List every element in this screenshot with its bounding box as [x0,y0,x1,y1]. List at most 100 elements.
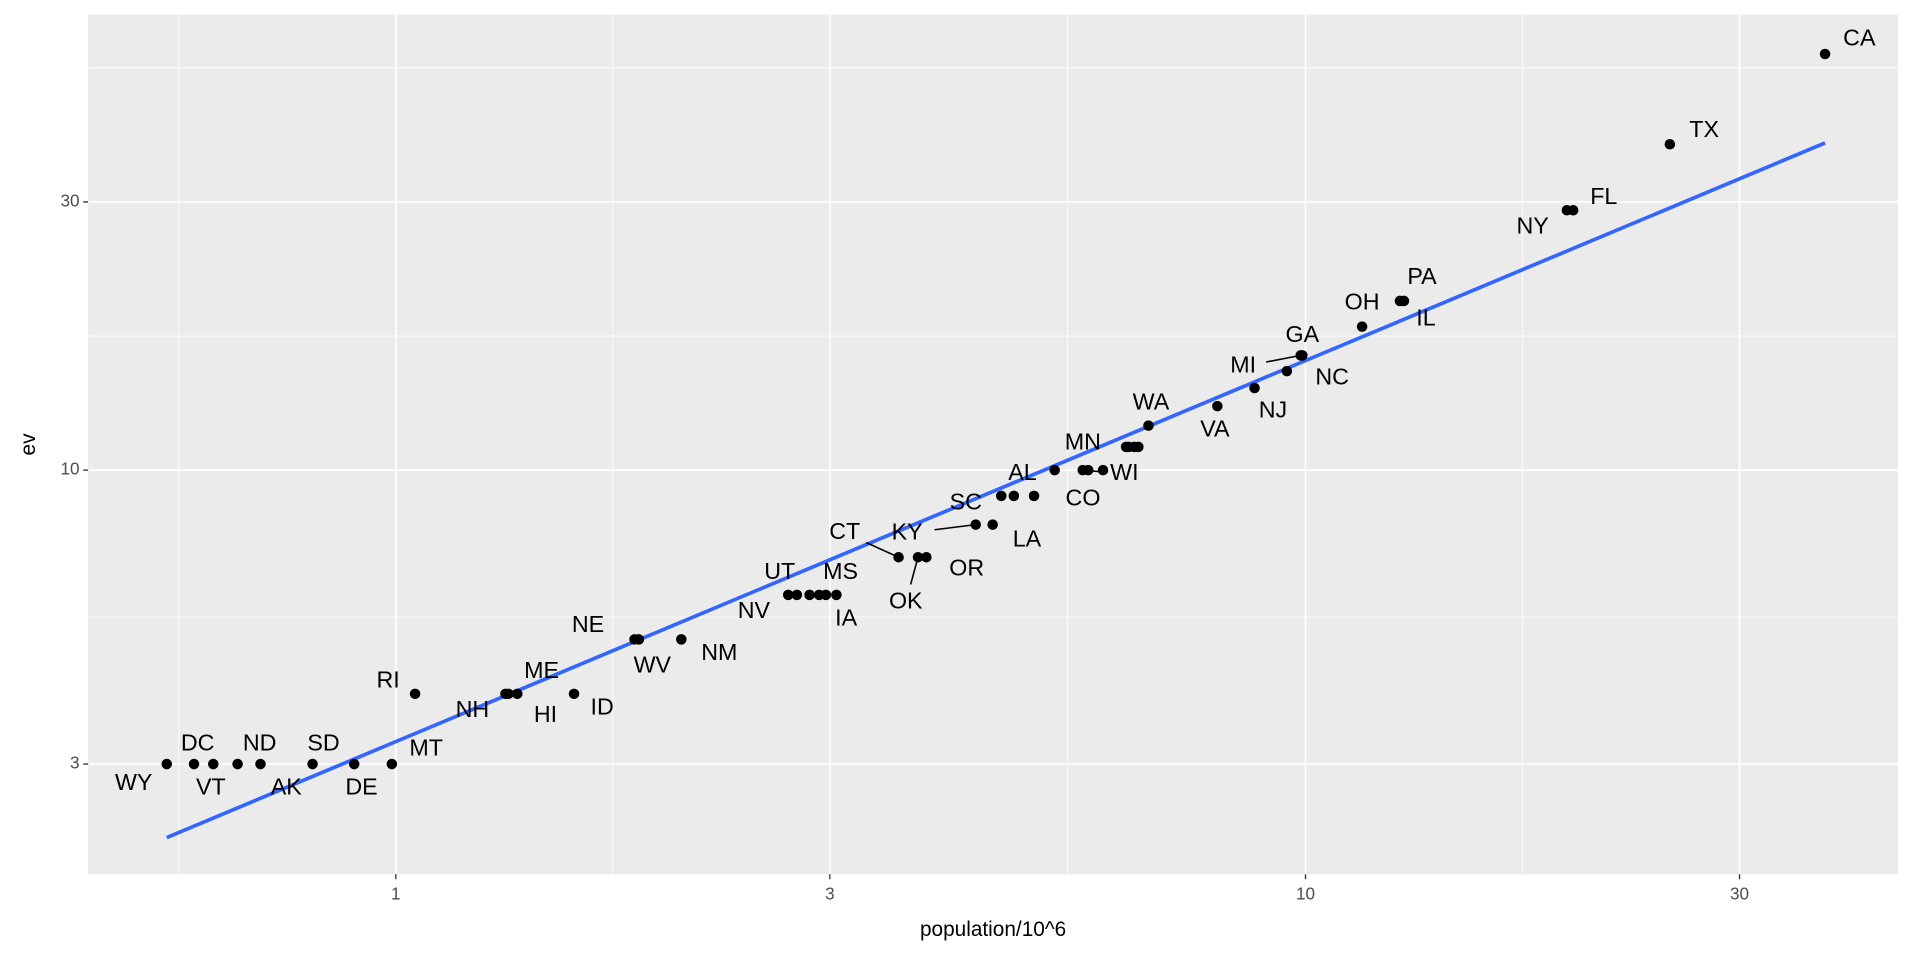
label-segment [934,523,976,531]
point [782,589,794,601]
point [208,758,219,770]
y-tick-label: 10 [61,459,80,479]
label-segment [1082,469,1108,474]
label-segment [1266,354,1301,363]
point-label: KY [892,518,923,544]
point-label: DC [181,730,215,756]
point [1212,400,1223,412]
point-label: WV [634,651,672,677]
point-label: WI [1110,459,1138,485]
point-label: SD [307,730,339,756]
point-label: IA [835,604,857,630]
point-label: DE [345,774,377,800]
point [188,758,200,770]
y-tick-label: 30 [61,190,80,210]
point-label: NM [701,639,737,665]
point [791,589,803,601]
point [386,758,398,770]
point [804,589,815,601]
point-label: FL [1590,183,1617,209]
point-label: WY [115,769,152,795]
point [1143,420,1154,431]
y-tick-label: 3 [70,753,80,773]
x-tick-label: 3 [825,884,835,904]
point-label: HI [534,701,557,727]
point [1008,490,1020,502]
point-label: NC [1315,364,1349,390]
point-label: ME [524,657,559,683]
point [1249,382,1260,394]
x-tick-label: 10 [1296,884,1315,904]
point [500,688,511,700]
point [307,758,318,770]
point-label: MT [409,735,443,761]
point [255,758,266,770]
point [921,551,932,563]
point [813,589,825,601]
point-label: LA [1013,526,1042,552]
point-label: CO [1066,485,1101,511]
x-tick-label: 30 [1730,884,1749,904]
point-label: PA [1407,263,1437,289]
x-tick-label: 1 [391,884,401,904]
point [629,634,640,645]
point-label: AK [271,774,303,800]
point-label: RI [377,667,400,693]
point [232,758,243,770]
point [512,688,523,700]
point [987,519,998,530]
point-label: IL [1416,304,1435,330]
point-label: TX [1689,116,1719,142]
label-segment [909,557,919,585]
point-label: UT [764,558,795,584]
point-label: AL [1008,459,1037,485]
trend-line [166,141,1826,840]
point-label: OH [1345,289,1380,315]
point-label: MS [823,558,858,584]
point [161,758,173,770]
point [1819,48,1831,60]
point-label: VA [1200,416,1230,442]
point-label: NV [738,597,771,623]
point-label: NJ [1259,396,1287,422]
point [1281,365,1293,377]
point-label: MI [1230,352,1256,378]
point-label: SC [950,488,982,514]
plot-layer: CA TX FL NY IL PA OH GA MI NC NJ VA WA WI MN CO AL SC LA KY… [115,24,1876,840]
point-label: VT [196,774,226,800]
point [996,490,1007,502]
point-label: GA [1286,321,1320,347]
point [1120,441,1132,453]
point [1356,321,1368,332]
point-label: NE [572,611,604,637]
point [1028,490,1040,502]
point-label: ND [243,730,277,756]
point [348,758,360,770]
point-label: CA [1843,24,1876,50]
point [1049,464,1060,476]
point-label: WA [1133,389,1170,415]
y-axis-title: ev [17,433,40,456]
panel [88,14,1898,875]
point [893,551,904,563]
point [1561,204,1573,216]
point [970,519,981,530]
point [1097,464,1109,476]
point-label: NY [1516,213,1548,239]
point-label: CT [829,518,860,544]
label-segment [865,541,899,558]
point [676,634,687,645]
point-label: OK [889,588,923,614]
point [409,688,421,700]
point [1394,295,1406,307]
point [831,589,842,601]
point-label: MN [1065,428,1101,454]
point-label: ID [591,694,614,720]
point-label: NH [456,696,490,722]
point [568,688,580,700]
point-label: OR [949,555,984,581]
x-axis-title: population/10^6 [920,918,1066,941]
point [1664,138,1676,150]
